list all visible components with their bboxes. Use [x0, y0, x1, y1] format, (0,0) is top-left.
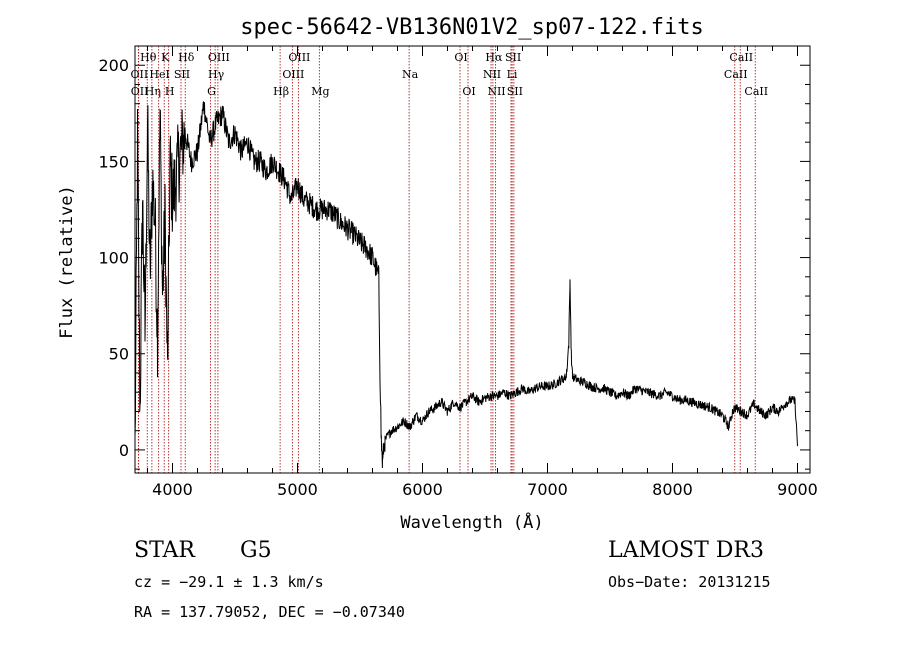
line-label: Mg — [311, 85, 329, 98]
line-label: Na — [402, 68, 419, 81]
y-tick-label: 100 — [98, 249, 129, 268]
line-label: OIII — [282, 68, 304, 81]
line-label: OIII — [288, 51, 310, 64]
y-tick-label: 200 — [98, 56, 129, 75]
object-class: STAR — [134, 538, 195, 563]
line-label: NII — [487, 85, 505, 98]
line-label: Hα — [485, 51, 503, 64]
line-label: Hδ — [178, 51, 195, 64]
x-tick-label: 9000 — [777, 480, 818, 499]
y-axis-label: Flux (relative) — [57, 185, 77, 339]
line-label: Hη — [145, 85, 161, 98]
survey-name: LAMOST DR3 — [608, 538, 764, 563]
x-tick-label: 6000 — [402, 480, 443, 499]
redshift-text: cz = −29.1 ± 1.3 km/s — [134, 573, 324, 591]
line-label: OII — [131, 85, 149, 98]
spectrum-series — [134, 101, 798, 469]
x-tick-label: 8000 — [652, 480, 693, 499]
y-tick-label: 50 — [109, 345, 129, 364]
x-tick-label: 7000 — [527, 480, 568, 499]
x-axis-label: Wavelength (Å) — [400, 511, 543, 533]
obs-date: Obs−Date: 20131215 — [608, 573, 771, 591]
line-label: OII — [131, 68, 149, 81]
line-label: H — [165, 85, 175, 98]
line-label: CaII — [744, 85, 768, 98]
line-label: NII — [483, 68, 501, 81]
object-subclass: G5 — [240, 538, 272, 563]
line-label: OI — [462, 85, 475, 98]
line-label: Li — [507, 68, 518, 81]
y-tick-label: 150 — [98, 152, 129, 171]
line-label: CaII — [729, 51, 753, 64]
spectrum-line — [134, 101, 798, 469]
x-tick-label: 5000 — [277, 480, 318, 499]
line-label: SII — [507, 85, 523, 98]
y-tick-label: 0 — [119, 441, 129, 460]
coordinates: RA = 137.79052, DEC = −0.07340 — [134, 603, 405, 621]
line-label: Hβ — [273, 85, 289, 98]
line-label: SII — [505, 51, 521, 64]
line-markers — [137, 46, 756, 473]
x-tick-label: 4000 — [152, 480, 193, 499]
line-label: OIII — [208, 51, 230, 64]
line-label: OI — [454, 51, 467, 64]
line-label: Hθ — [140, 51, 157, 64]
chart-title: spec-56642-VB136N01V2_sp07-122.fits — [240, 15, 704, 40]
line-label: G — [207, 85, 216, 98]
line-label: K — [161, 51, 170, 64]
line-label: CaII — [724, 68, 748, 81]
line-label: HeI — [149, 68, 169, 81]
line-label: SII — [174, 68, 190, 81]
axis-ticks: 4000 5000 6000 7000 8000 9000 0 50 100 150 200 — [98, 45, 818, 499]
line-label: Hγ — [208, 68, 225, 81]
